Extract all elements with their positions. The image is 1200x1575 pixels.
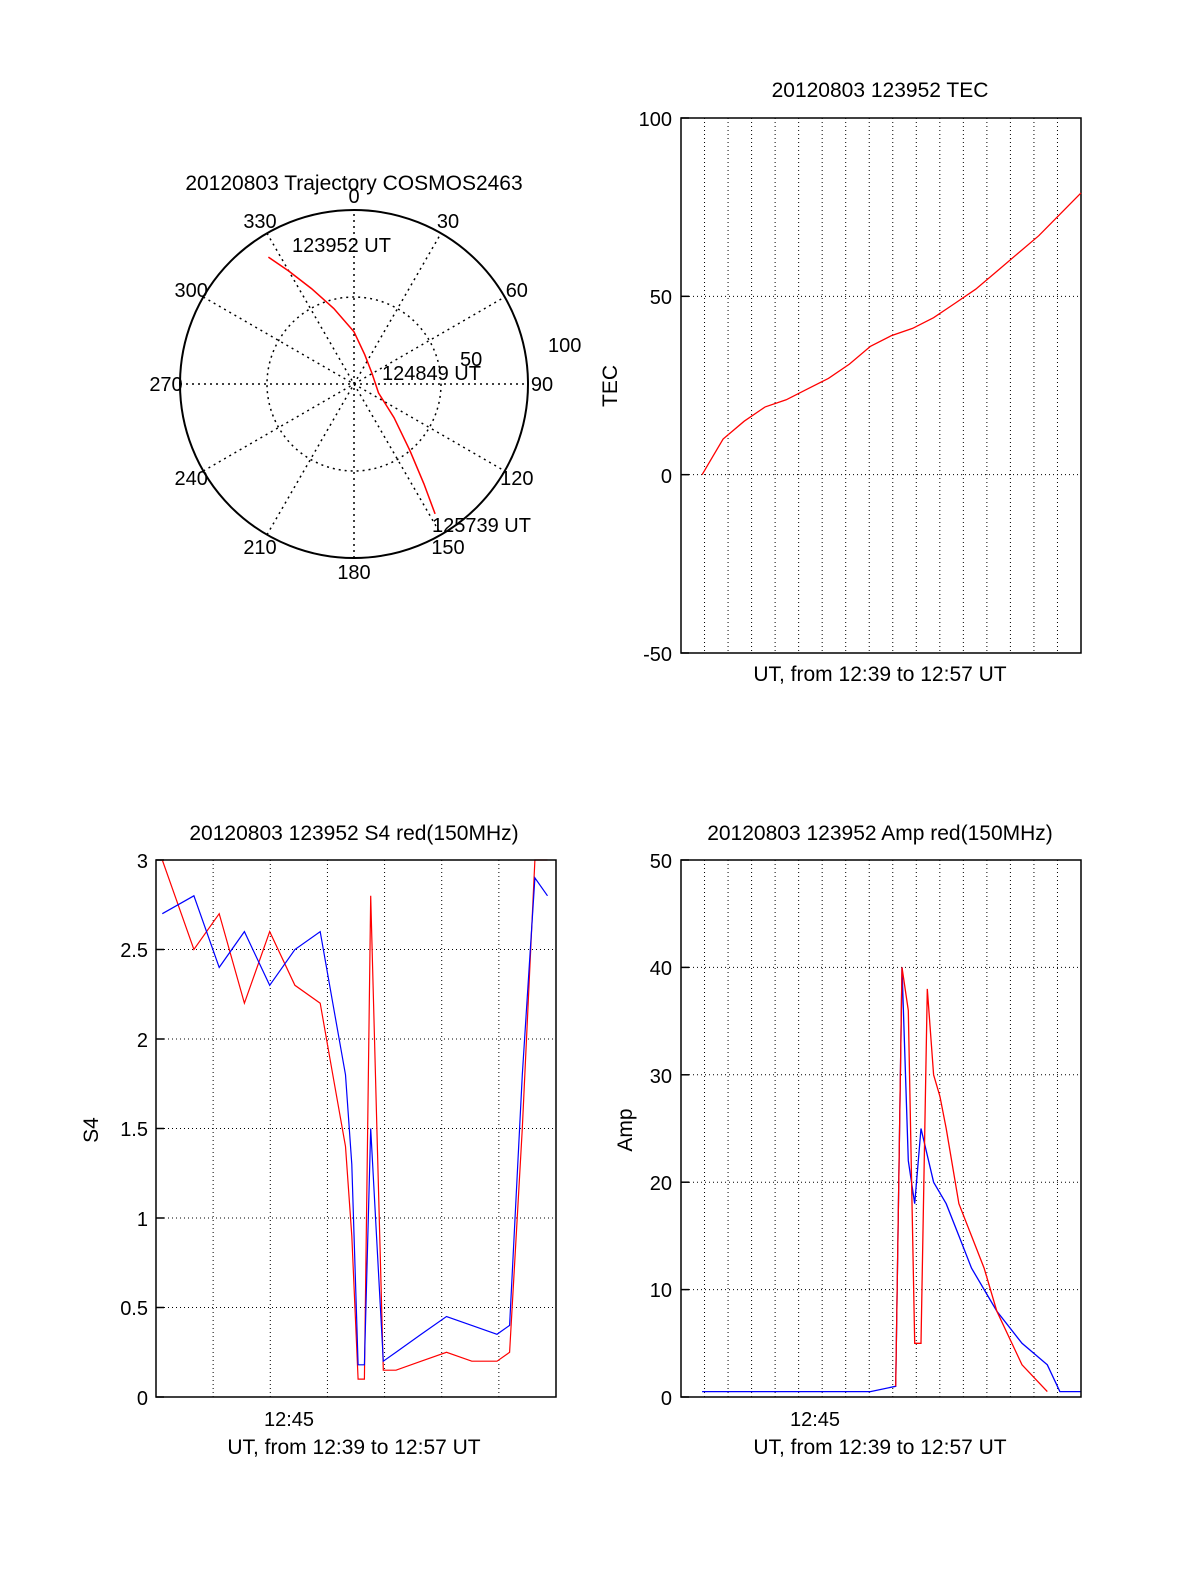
amp-plot-frame [680, 859, 1082, 1398]
s4-ytick-1-5: 1.5 [120, 1119, 148, 1141]
amp-grid [681, 859, 1081, 1398]
tec-ytick-minus50: -50 [643, 644, 672, 666]
s4-ytick-3: 3 [137, 851, 148, 873]
amp-ytick-10: 10 [650, 1280, 672, 1302]
amp-ytick-30: 30 [650, 1066, 672, 1088]
s4-ytick-0-5: 0.5 [120, 1298, 148, 1320]
polar-azimuth-label: 120 [500, 468, 533, 490]
amp-ylabel: Amp [614, 1108, 637, 1151]
s4-ytick-0: 0 [137, 1388, 148, 1410]
polar-azimuth-label: 90 [531, 374, 553, 396]
polar-azimuth-label: 180 [337, 562, 370, 584]
polar-azimuth-label: 150 [431, 537, 464, 559]
s4-ytick-2-5: 2.5 [120, 940, 148, 962]
tec-panel: 20120803 123952 TEC 100 50 0 -50 TEC UT,… [599, 79, 1082, 686]
amp-ytick-0: 0 [661, 1388, 672, 1410]
amp-ytick-20: 20 [650, 1173, 672, 1195]
polar-azimuth-labels: 0 30 60 90 120 150 180 210 240 270 300 330 [149, 186, 553, 584]
tec-title: 20120803 123952 TEC [772, 79, 989, 102]
polar-azimuth-label: 300 [174, 280, 207, 302]
amp-series-blue [702, 967, 1081, 1393]
polar-azimuth-label: 210 [243, 537, 276, 559]
s4-ytick-2: 2 [137, 1030, 148, 1052]
tec-ytick-100: 100 [639, 109, 672, 131]
annotation-start: 123952 UT [292, 235, 391, 257]
polar-azimuth-label: 30 [437, 211, 459, 233]
trajectory-title: 20120803 Trajectory COSMOS2463 [185, 172, 522, 195]
amp-xlabel: UT, from 12:39 to 12:57 UT [753, 1436, 1006, 1459]
tec-series-red [701, 192, 1082, 476]
polar-spokes [180, 210, 528, 558]
polar-azimuth-label: 240 [174, 468, 207, 490]
polar-azimuth-label: 330 [243, 211, 276, 233]
s4-title: 20120803 123952 S4 red(150MHz) [189, 822, 518, 845]
polar-azimuth-label: 60 [506, 280, 528, 302]
amp-ytick-50: 50 [650, 851, 672, 873]
trajectory-panel: 20120803 Trajectory COSMOS2463 0 30 60 90 12… [149, 172, 581, 584]
trajectory-track [267, 256, 436, 515]
s4-ylabel: S4 [80, 1117, 103, 1143]
annotation-mid: 124849 UT [382, 363, 481, 385]
amp-series-red [895, 967, 1048, 1393]
s4-xtick-label: 12:45 [264, 1409, 314, 1431]
polar-spoke [266, 232, 442, 536]
s4-ytick-1: 1 [137, 1209, 148, 1231]
amp-title: 20120803 123952 Amp red(150MHz) [707, 822, 1053, 845]
amp-panel: 20120803 123952 Amp red(150MHz) 50 40 30… [614, 822, 1082, 1459]
polar-azimuth-label: 0 [348, 186, 359, 208]
tec-xlabel: UT, from 12:39 to 12:57 UT [753, 663, 1006, 686]
radial-label-100: 100 [548, 335, 581, 357]
annotation-end: 125739 UT [432, 515, 531, 537]
tec-grid [681, 117, 1081, 654]
polar-inner-ring [266, 296, 442, 472]
s4-series-blue [162, 876, 548, 1366]
tec-ytick-0: 0 [661, 466, 672, 488]
polar-azimuth-label: 270 [149, 374, 182, 396]
tec-plot-frame [680, 117, 1082, 654]
s4-xlabel: UT, from 12:39 to 12:57 UT [227, 1436, 480, 1459]
amp-ytick-40: 40 [650, 958, 672, 980]
s4-panel: 20120803 123952 S4 red(150MHz) 3 2.5 2 1… [80, 822, 557, 1459]
amp-xtick-label: 12:45 [790, 1409, 840, 1431]
radial-label-50: 50 [460, 349, 482, 371]
tec-ylabel: TEC [599, 365, 622, 407]
s4-series-red [161, 859, 548, 1380]
s4-plot-frame [155, 859, 557, 1398]
tec-ytick-50: 50 [650, 287, 672, 309]
